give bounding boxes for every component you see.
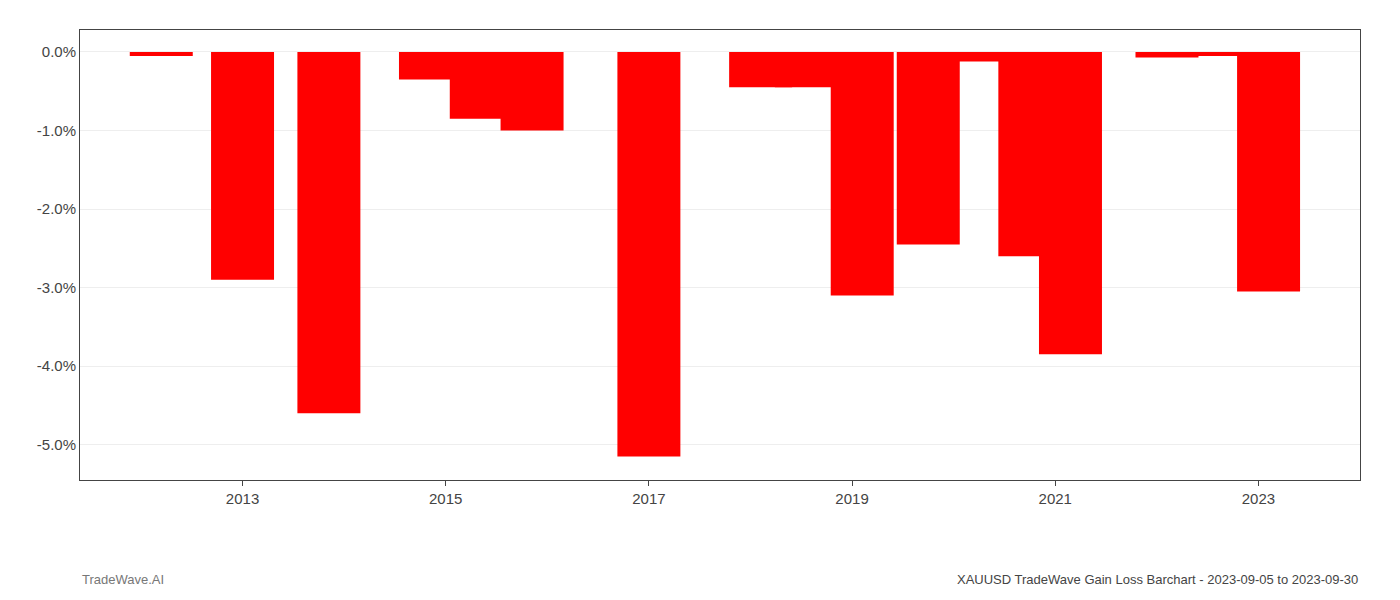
svg-text:-3.0%: -3.0% xyxy=(37,279,76,296)
svg-text:-2.0%: -2.0% xyxy=(37,200,76,217)
svg-text:2015: 2015 xyxy=(429,490,462,507)
svg-text:0.0%: 0.0% xyxy=(42,43,76,60)
svg-text:TradeWave.AI: TradeWave.AI xyxy=(82,572,164,587)
svg-text:2021: 2021 xyxy=(1039,490,1072,507)
svg-text:2013: 2013 xyxy=(226,490,259,507)
svg-text:-4.0%: -4.0% xyxy=(37,357,76,374)
svg-text:2017: 2017 xyxy=(632,490,665,507)
svg-text:-1.0%: -1.0% xyxy=(37,122,76,139)
svg-text:2019: 2019 xyxy=(835,490,868,507)
svg-text:2023: 2023 xyxy=(1242,490,1275,507)
svg-text:XAUUSD TradeWave Gain Loss Bar: XAUUSD TradeWave Gain Loss Barchart - 20… xyxy=(957,572,1358,587)
svg-text:-5.0%: -5.0% xyxy=(37,436,76,453)
